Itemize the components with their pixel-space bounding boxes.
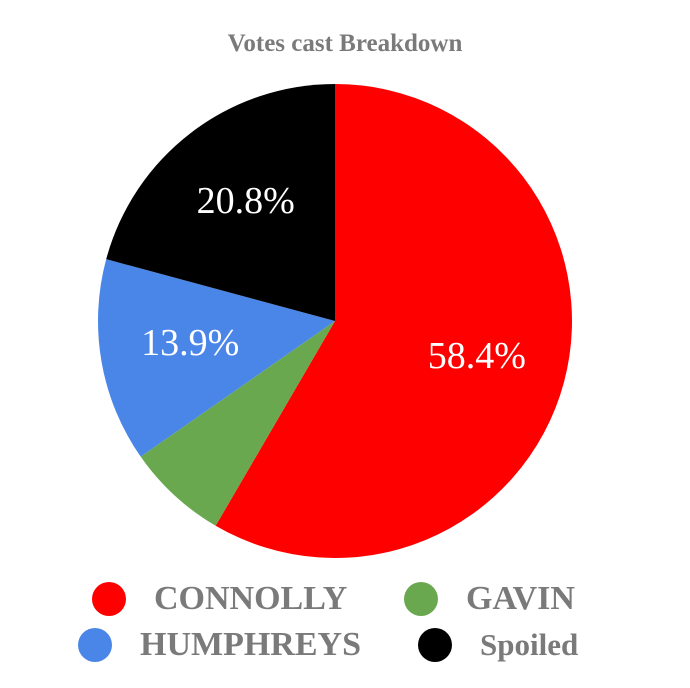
legend-label: GAVIN: [466, 580, 575, 617]
legend-swatch: [418, 628, 452, 662]
legend: CONNOLLY GAVIN HUMPHREYS Spoiled: [0, 572, 690, 682]
legend-item-gavin: GAVIN: [404, 574, 575, 624]
pie-slice-spoiled: [106, 84, 335, 321]
legend-label: Spoiled: [480, 627, 579, 662]
pie-slice-gavin: [140, 321, 335, 526]
chart-title: Votes cast Breakdown: [227, 30, 463, 57]
legend-swatch: [92, 582, 126, 616]
legend-item-spoiled: Spoiled: [418, 620, 578, 670]
legend-swatch: [404, 582, 438, 616]
pie-slice-connolly: [215, 84, 573, 559]
data-label-humphreys: 13.9%: [141, 322, 239, 364]
legend-label: CONNOLLY: [154, 580, 348, 617]
data-label-spoiled: 20.8%: [197, 180, 295, 222]
pie-slice-humphreys: [97, 259, 335, 457]
legend-swatch: [78, 628, 112, 662]
legend-item-humphreys: HUMPHREYS: [78, 620, 361, 670]
legend-label: HUMPHREYS: [140, 626, 361, 663]
legend-item-connolly: CONNOLLY: [92, 574, 347, 624]
data-label-connolly: 58.4%: [428, 335, 526, 377]
